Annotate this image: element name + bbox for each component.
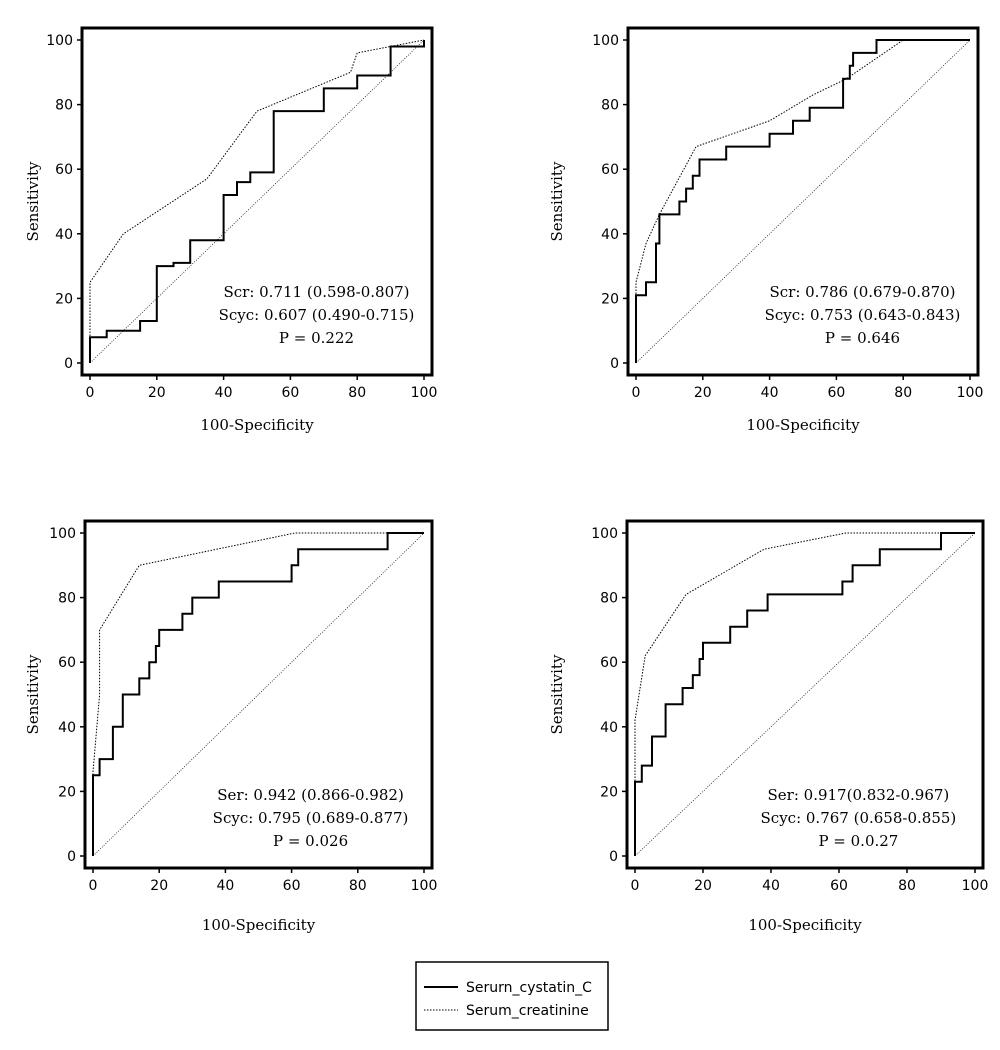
series-line-cystatin (89, 40, 425, 363)
series-line-cystatin (635, 39, 970, 363)
auc-annotation: Scyc: 0.795 (0.689-0.877) (213, 809, 409, 827)
reference-diagonal (634, 532, 976, 857)
x-tick-label: 20 (148, 385, 166, 401)
auc-annotation: Scyc: 0.753 (0.643-0.843) (765, 306, 961, 324)
plot-frame (626, 26, 980, 377)
y-tick-label: 40 (55, 227, 73, 243)
legend-box (415, 961, 609, 1031)
x-tick-label: 40 (216, 878, 234, 894)
legend-label-creatinine: Serum_creatinine (466, 1003, 589, 1019)
plot-frame (80, 26, 434, 377)
reference-diagonal (92, 532, 425, 857)
y-tick-label: 20 (601, 291, 619, 307)
y-tick-label: 60 (601, 162, 619, 178)
series-line-creatinine (635, 39, 970, 363)
y-tick-label: 100 (49, 526, 76, 542)
y-tick-label: 0 (609, 849, 618, 865)
x-axis-label: 100-Specificity (746, 416, 860, 434)
auc-annotation: Scr: 0.786 (0.679-0.870) (769, 283, 955, 301)
y-tick-label: 100 (591, 526, 618, 542)
y-tick-label: 20 (600, 784, 618, 800)
roc-panel-3: 0 20 40 60 80 100 0 20 40 60 80 100 100-Specificity S… (24, 519, 438, 934)
series-line-creatinine (89, 39, 425, 363)
x-tick-label: 20 (694, 385, 712, 401)
x-tick-label: 80 (349, 878, 367, 894)
y-tick-label: 60 (58, 655, 76, 671)
x-tick-label: 100 (411, 385, 438, 401)
y-axis-label: Sensitivity (24, 654, 42, 734)
x-tick-label: 40 (761, 385, 779, 401)
y-axis-label: Sensitivity (24, 161, 42, 241)
y-tick-label: 20 (55, 291, 73, 307)
auc-annotation: P = 0.222 (279, 329, 354, 347)
y-axis-label: Sensitivity (548, 654, 566, 734)
y-tick-label: 40 (601, 227, 619, 243)
auc-annotation: Ser: 0.917(0.832-0.967) (768, 786, 950, 804)
x-tick-label: 40 (762, 878, 780, 894)
roc-panel-1: 0 20 40 60 80 100 0 20 40 60 80 100 100-Specificity S… (24, 26, 438, 434)
x-tick-label: 80 (898, 878, 916, 894)
y-tick-label: 80 (55, 98, 73, 114)
y-axis-label: Sensitivity (548, 161, 566, 241)
x-tick-label: 60 (281, 385, 299, 401)
auc-annotation: Scyc: 0.607 (0.490-0.715) (219, 306, 415, 324)
series-line-creatinine (92, 532, 424, 856)
auc-annotation: Scr: 0.711 (0.598-0.807) (223, 283, 409, 301)
y-tick-label: 0 (67, 849, 76, 865)
y-tick-label: 60 (55, 162, 73, 178)
series-line-cystatin (92, 532, 424, 856)
plot-frame (625, 519, 985, 870)
auc-annotation: Scyc: 0.767 (0.658-0.855) (761, 809, 957, 827)
y-tick-label: 40 (58, 720, 76, 736)
legend-label-cystatin: Serurn_cystatin_C (466, 980, 592, 996)
roc-panel-2: 0 20 40 60 80 100 0 20 40 60 80 100 100-Specificity S… (548, 26, 984, 434)
y-tick-label: 20 (58, 784, 76, 800)
x-tick-label: 20 (694, 878, 712, 894)
x-tick-label: 100 (962, 878, 989, 894)
x-tick-label: 60 (827, 385, 845, 401)
y-tick-label: 0 (610, 356, 619, 372)
y-tick-label: 100 (46, 33, 73, 49)
x-tick-label: 80 (348, 385, 366, 401)
y-tick-label: 0 (64, 356, 73, 372)
x-tick-label: 20 (150, 878, 168, 894)
x-axis-label: 100-Specificity (748, 916, 862, 934)
x-tick-label: 100 (411, 878, 438, 894)
auc-annotation: P = 0.646 (825, 329, 900, 347)
x-tick-label: 0 (631, 878, 640, 894)
x-axis-label: 100-Specificity (200, 416, 314, 434)
series-line-creatinine (634, 532, 975, 856)
y-tick-label: 60 (600, 655, 618, 671)
x-tick-label: 0 (632, 385, 641, 401)
legend: Serurn_cystatin_C Serum_creatinine (415, 961, 609, 1031)
auc-annotation: Ser: 0.942 (0.866-0.982) (217, 786, 404, 804)
x-tick-label: 60 (283, 878, 301, 894)
x-axis-label: 100-Specificity (202, 916, 316, 934)
x-tick-label: 40 (215, 385, 233, 401)
auc-annotation: P = 0.026 (273, 832, 348, 850)
chart-panels: 0 20 40 60 80 100 0 20 40 60 80 100 100-Specificity S… (24, 26, 989, 934)
y-tick-label: 100 (592, 33, 619, 49)
y-tick-label: 40 (600, 720, 618, 736)
x-tick-label: 80 (894, 385, 912, 401)
y-tick-label: 80 (58, 591, 76, 607)
auc-annotation: P = 0.0.27 (818, 832, 898, 850)
x-tick-label: 0 (89, 878, 98, 894)
y-tick-label: 80 (600, 591, 618, 607)
roc-panel-4: 0 20 40 60 80 100 0 20 40 60 80 100 100-Specificity S… (548, 519, 989, 934)
series-line-cystatin (634, 532, 975, 856)
y-tick-label: 80 (601, 98, 619, 114)
x-tick-label: 100 (957, 385, 984, 401)
x-tick-label: 60 (830, 878, 848, 894)
plot-frame (83, 519, 434, 870)
x-tick-label: 0 (86, 385, 95, 401)
